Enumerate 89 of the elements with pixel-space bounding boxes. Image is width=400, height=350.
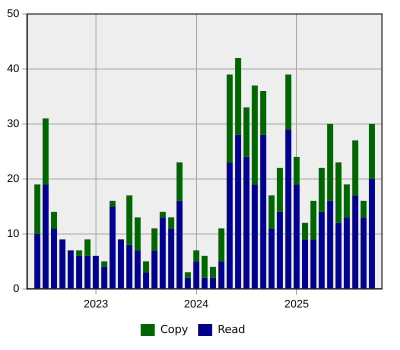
x-tick-label: 2024: [184, 298, 208, 310]
bar: [184, 272, 191, 278]
bar: [352, 140, 358, 196]
bar: [110, 206, 116, 288]
bar: [218, 228, 224, 262]
bar: [344, 184, 350, 218]
bar: [134, 250, 141, 288]
bar: [268, 228, 275, 288]
bar: [151, 250, 158, 288]
bar: [235, 134, 242, 288]
y-tick-label: 20: [6, 172, 20, 185]
legend-label: Copy: [160, 322, 189, 336]
bar: [310, 200, 316, 240]
legend-label: Read: [218, 322, 246, 336]
bar: [42, 184, 49, 288]
bar: [51, 212, 58, 228]
y-tick-label: 30: [6, 118, 20, 130]
bar: [218, 261, 224, 288]
bar: [243, 156, 250, 288]
bar: [335, 222, 342, 288]
bar: [76, 250, 82, 256]
bar: [168, 228, 174, 288]
bar: [184, 278, 191, 288]
bar: [118, 239, 124, 288]
bar: [368, 178, 375, 288]
bar: [310, 239, 316, 288]
bar: [344, 217, 350, 288]
bar: [84, 256, 90, 288]
x-tick-label: 2025: [284, 298, 309, 310]
bar: [252, 184, 258, 288]
y-tick-label: 10: [6, 228, 20, 240]
bar: [84, 239, 90, 256]
bar: [168, 217, 174, 228]
bar: [226, 162, 233, 288]
bar: [101, 266, 108, 288]
y-tick-label: 50: [6, 8, 20, 20]
bar: [126, 244, 132, 288]
x-tick-label: 2023: [84, 298, 108, 310]
bar: [92, 256, 99, 288]
bar: [302, 239, 308, 288]
bar: [126, 195, 132, 245]
bar: [193, 261, 200, 288]
bar: [143, 272, 150, 288]
y-tick-label: 40: [6, 62, 20, 75]
bar: [76, 256, 82, 288]
bar: [160, 217, 166, 288]
bar: [226, 74, 233, 162]
bar: [294, 156, 300, 184]
bar: [110, 200, 116, 206]
bar: [202, 256, 208, 278]
bar: [59, 239, 66, 288]
bar: [151, 228, 158, 250]
bar: [51, 228, 58, 288]
bar: [202, 278, 208, 288]
bar: [360, 217, 367, 288]
bar: [352, 195, 358, 288]
y-tick-label: 0: [13, 282, 20, 295]
bar: [318, 212, 325, 288]
bar: [327, 200, 334, 288]
bar: [42, 118, 49, 184]
bar: [360, 200, 367, 218]
bar: [235, 58, 242, 135]
bar: [285, 129, 292, 288]
bar: [210, 278, 216, 288]
bar: [276, 168, 283, 212]
bar: [34, 234, 40, 288]
bar: [243, 107, 250, 157]
bar: [160, 212, 166, 218]
bar: [176, 162, 183, 201]
bar: [302, 222, 308, 240]
bar: [143, 261, 150, 272]
bar: [335, 162, 342, 223]
bar: [368, 124, 375, 179]
bar: [252, 85, 258, 184]
bar: [285, 74, 292, 130]
bar: [260, 90, 266, 135]
bar: [176, 200, 183, 288]
bar: [193, 250, 200, 262]
bar: [294, 184, 300, 288]
bar: [101, 261, 108, 267]
bar: [134, 217, 141, 250]
bar: [268, 195, 275, 228]
bar: [210, 266, 216, 278]
bar: [68, 250, 74, 288]
bar: [276, 212, 283, 288]
bar: [260, 134, 266, 288]
bar: [34, 184, 40, 234]
bar: [318, 168, 325, 212]
bar: [327, 124, 334, 201]
